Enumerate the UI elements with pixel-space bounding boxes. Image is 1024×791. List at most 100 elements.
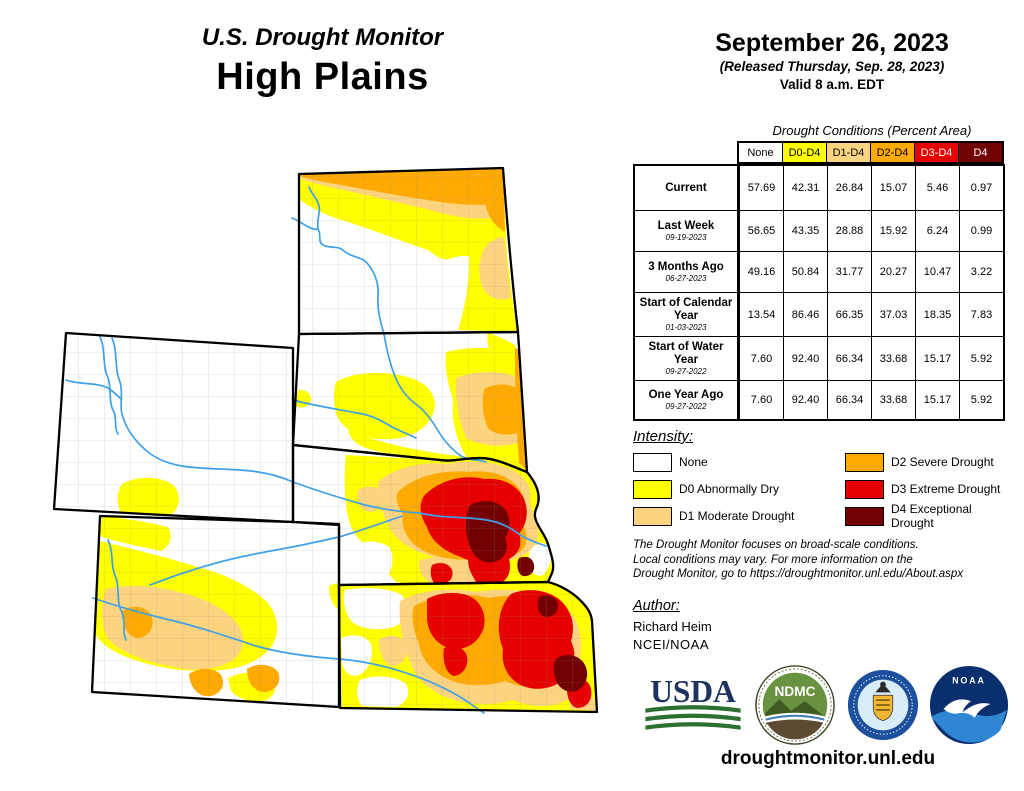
legend-item: D1 Moderate Drought	[633, 506, 794, 526]
eagle-icon	[875, 683, 891, 693]
table-cell: 92.40	[783, 337, 827, 380]
row-label: Last Week 09-19-2023	[635, 211, 739, 251]
missouri-river	[291, 217, 487, 463]
table-cell: 10.47	[915, 252, 959, 292]
shield-icon	[872, 694, 894, 721]
table-cell: 33.68	[871, 381, 915, 419]
valid-time: Valid 8 a.m. EDT	[779, 77, 885, 92]
table-row: Current 57.69 42.31 26.84 15.07 5.46 0.97	[635, 166, 1003, 210]
table-header-row: None D0-D4 D1-D4 D2-D4 D3-D4 D4	[737, 141, 1004, 164]
table-cell: 26.84	[827, 166, 871, 210]
table-body: Current 57.69 42.31 26.84 15.07 5.46 0.97 Last …	[633, 164, 1005, 421]
noaa-logo: NOAA	[929, 665, 1009, 745]
north-platte-river	[111, 337, 421, 514]
table-cell: 20.27	[871, 252, 915, 292]
table-cell: 0.97	[959, 166, 1003, 210]
legend-swatch	[633, 479, 672, 499]
legend-item: D2 Severe Drought	[845, 452, 1013, 472]
author-block: Author: Richard Heim NCEI/NOAA	[633, 597, 712, 654]
table-row: Start of Calendar Year 01-03-2023 13.54 86.…	[635, 292, 1003, 336]
legend-item: None	[633, 452, 794, 472]
noaa-ocean	[930, 709, 1008, 743]
table-cell: 42.31	[783, 166, 827, 210]
column-header-d2-d4: D2-D4	[870, 143, 914, 162]
table-cell: 5.92	[959, 337, 1003, 380]
disclaimer-line: Drought Monitor, go to https://droughtmo…	[633, 568, 964, 580]
ndmc-logo: NDMC	[755, 665, 835, 745]
date-block: September 26, 2023 (Released Thursday, S…	[640, 28, 1024, 93]
report-date: September 26, 2023	[715, 29, 949, 57]
high-plains-drought-map	[52, 166, 599, 714]
ndmc-wave	[765, 714, 825, 721]
table-cell: 5.92	[959, 381, 1003, 419]
usda-logo-text: USDA	[650, 674, 736, 709]
table-cell: 15.92	[871, 211, 915, 251]
ndmc-logo-text: NDMC	[775, 684, 816, 699]
table-cell: 86.46	[783, 293, 827, 336]
legend-column-left: None D0 Abnormally Dry D1 Moderate Drought	[633, 452, 794, 533]
county-lines	[54, 168, 597, 712]
agency-logos: USDA NDMC NOAA	[640, 664, 1016, 748]
table-cell: 56.65	[739, 211, 783, 251]
legend-swatch	[845, 506, 884, 526]
legend-label: D4 Exceptional Drought	[891, 502, 972, 530]
release-date: (Released Thursday, Sep. 28, 2023)	[719, 59, 945, 74]
legend-label: D0 Abnormally Dry	[679, 482, 780, 496]
row-label: 3 Months Ago 06-27-2023	[635, 252, 739, 292]
intensity-legend: Intensity: None D0 Abnormally Dry D1 Moder…	[633, 428, 1013, 530]
table-cell: 13.54	[739, 293, 783, 336]
table-cell: 3.22	[959, 252, 1003, 292]
legend-column-right: D2 Severe Drought D3 Extreme Drought D4 Ex…	[845, 452, 1013, 533]
disclaimer-line: Local conditions may vary. For more info…	[633, 553, 913, 566]
noaa-logo-text: NOAA	[952, 676, 986, 686]
report-title-line2: High Plains	[216, 56, 429, 98]
table-cell: 49.16	[739, 252, 783, 292]
cheyenne-river	[292, 399, 417, 439]
arkansas-river	[92, 597, 485, 714]
legend-swatch	[633, 506, 672, 526]
south-platte-river	[149, 515, 403, 586]
table-cell: 6.24	[915, 211, 959, 251]
column-header-d1-d4: D1-D4	[826, 143, 870, 162]
legend-item: D4 Exceptional Drought	[845, 502, 1013, 530]
table-cell: 92.40	[783, 381, 827, 419]
author-org: NCEI/NOAA	[633, 637, 710, 652]
table-row: One Year Ago 09-27-2022 7.60 92.40 66.34 33.6…	[635, 380, 1003, 419]
table-row: 3 Months Ago 06-27-2023 49.16 50.84 31.77 20.…	[635, 251, 1003, 292]
table-cell: 15.07	[871, 166, 915, 210]
state-borders	[52, 166, 599, 714]
column-header-none: None	[739, 143, 782, 162]
row-label: Start of Water Year 09-27-2022	[635, 337, 739, 380]
column-header-d4: D4	[958, 143, 1002, 162]
table-cell: 5.46	[915, 166, 959, 210]
column-header-d0-d4: D0-D4	[782, 143, 826, 162]
rivers	[65, 186, 547, 714]
table-cell: 28.88	[827, 211, 871, 251]
intensity-title: Intensity:	[633, 428, 694, 445]
table-cell: 31.77	[827, 252, 871, 292]
table-cell: 43.35	[783, 211, 827, 251]
row-label: Current	[635, 166, 739, 210]
footer-url: droughtmonitor.unl.edu	[720, 748, 936, 769]
table-cell: 7.83	[959, 293, 1003, 336]
table-title: Drought Conditions (Percent Area)	[772, 123, 972, 138]
table-row: Last Week 09-19-2023 56.65 43.35 28.88 15.92 6…	[635, 210, 1003, 251]
author-heading: Author:	[633, 598, 680, 614]
report-title: U.S. Drought Monitor High Plains	[0, 22, 645, 100]
table-cell: 57.69	[739, 166, 783, 210]
author-name: Richard Heim	[633, 619, 712, 634]
table-cell: 33.68	[871, 337, 915, 380]
legend-swatch	[845, 479, 884, 499]
table-cell: 15.17	[915, 337, 959, 380]
row-label: One Year Ago 09-27-2022	[635, 381, 739, 419]
report-title-line1: U.S. Drought Monitor	[201, 24, 444, 51]
legend-item: D0 Abnormally Dry	[633, 479, 794, 499]
table-cell: 0.99	[959, 211, 1003, 251]
legend-label: D2 Severe Drought	[891, 455, 994, 469]
table-cell: 66.34	[827, 337, 871, 380]
table-cell: 7.60	[739, 337, 783, 380]
table-cell: 18.35	[915, 293, 959, 336]
legend-label: D3 Extreme Drought	[891, 482, 1001, 496]
table-cell: 7.60	[739, 381, 783, 419]
